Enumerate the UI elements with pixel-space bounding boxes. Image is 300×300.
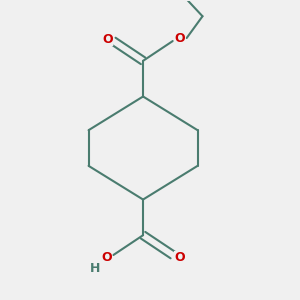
Text: O: O — [174, 251, 185, 265]
Text: H: H — [90, 262, 101, 275]
Text: O: O — [174, 32, 185, 44]
Text: O: O — [101, 251, 112, 265]
Text: O: O — [102, 32, 113, 46]
